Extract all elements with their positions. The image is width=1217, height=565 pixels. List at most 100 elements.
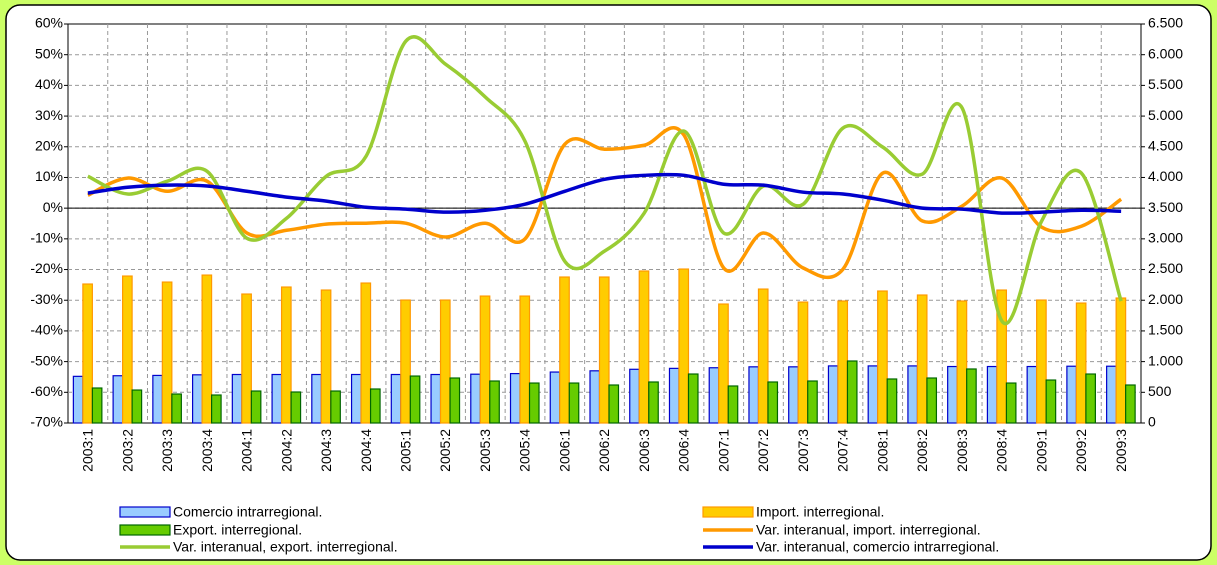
bar — [439, 299, 451, 424]
bar — [986, 365, 998, 424]
y-tick-label: 40% — [35, 76, 63, 92]
x-tick-label: 2004:2 — [278, 429, 294, 472]
x-tick-label: 2005:1 — [397, 429, 413, 472]
y-tick-label: -10% — [30, 230, 63, 246]
bar — [708, 367, 720, 424]
y2-tick-label: 2.000 — [1148, 291, 1183, 307]
bar — [718, 303, 729, 424]
bar — [250, 390, 262, 424]
bar — [608, 384, 620, 424]
legend-swatch — [119, 524, 171, 536]
bar — [470, 373, 481, 424]
bar — [907, 365, 919, 424]
x-tick-label: 2004:1 — [239, 429, 255, 472]
line — [87, 172, 1122, 215]
bar — [509, 372, 521, 424]
y-tick-label: -20% — [30, 260, 63, 276]
x-tick-label: 2004:3 — [318, 429, 334, 472]
legend-swatch — [702, 506, 754, 518]
bar — [1036, 299, 1047, 424]
x-tick-label: 2003:1 — [80, 429, 96, 472]
bar — [757, 288, 769, 424]
bar — [241, 293, 252, 424]
bar — [360, 282, 372, 424]
bar — [966, 368, 977, 424]
y-tick-label: 30% — [35, 107, 63, 123]
bar — [449, 377, 461, 424]
bar — [1066, 365, 1077, 424]
bar — [748, 366, 760, 424]
x-tick-label: 2006:4 — [676, 429, 692, 472]
bar — [1026, 365, 1038, 424]
y2-tick-label: 3.000 — [1148, 230, 1183, 246]
bar — [589, 370, 601, 424]
legend-swatch — [119, 506, 171, 518]
x-tick-label: 2008:2 — [914, 429, 930, 472]
x-tick-label: 2005:4 — [517, 429, 533, 472]
y2-tick-label: 6.500 — [1148, 15, 1183, 31]
legend-label: Var. interanual, export. interregional. — [173, 539, 398, 555]
bar — [846, 360, 858, 424]
y2-tick-label: 2.500 — [1148, 260, 1183, 276]
x-tick-label: 2005:2 — [437, 429, 453, 472]
bar — [91, 387, 103, 424]
bar — [290, 391, 302, 424]
bar — [430, 373, 442, 424]
bar — [72, 375, 84, 424]
bar — [767, 381, 779, 424]
y2-tick-label: 5.500 — [1148, 76, 1183, 92]
bar — [877, 290, 888, 424]
y-tick-label: -50% — [30, 352, 63, 368]
x-tick-label: 2009:2 — [1073, 429, 1089, 472]
y-tick-label: 10% — [35, 168, 63, 184]
legend-label: Var. interanual, comercio intrarregional… — [756, 539, 999, 555]
x-tick-label: 2003:4 — [199, 429, 215, 472]
bar — [598, 276, 610, 424]
bar — [956, 300, 968, 424]
x-tick-label: 2007:4 — [835, 429, 851, 472]
y-tick-label: 0% — [43, 199, 63, 215]
legend-label: Comercio intrarregional. — [173, 504, 322, 520]
bar — [161, 281, 173, 424]
bar — [687, 373, 699, 424]
x-tick-label: 2007:1 — [715, 429, 731, 472]
bar — [1005, 382, 1017, 424]
x-tick-label: 2008:1 — [874, 429, 890, 472]
bar — [1115, 297, 1127, 424]
bar — [489, 380, 500, 424]
bar — [797, 301, 809, 424]
bar — [479, 295, 491, 424]
x-tick-label: 2005:3 — [477, 429, 493, 472]
legend-label: Import. interregional. — [756, 504, 884, 520]
y2-tick-label: 0 — [1148, 414, 1156, 430]
x-tick-label: 2008:3 — [954, 429, 970, 472]
bar — [668, 367, 680, 424]
bar — [519, 295, 531, 424]
bar — [210, 394, 222, 424]
bar — [390, 373, 402, 424]
y2-tick-label: 500 — [1148, 383, 1172, 399]
y2-tick-label: 3.500 — [1148, 199, 1183, 215]
bar — [409, 375, 421, 424]
x-tick-label: 2006:1 — [556, 429, 572, 472]
bar — [528, 382, 540, 424]
bar — [369, 388, 381, 424]
bar — [112, 375, 124, 424]
bar — [727, 385, 739, 424]
x-tick-label: 2003:2 — [119, 429, 135, 472]
bar — [568, 382, 580, 424]
bar — [320, 289, 332, 424]
y2-tick-label: 5.000 — [1148, 107, 1183, 123]
bar — [1125, 384, 1136, 424]
bar — [1085, 373, 1096, 424]
y-tick-label: -30% — [30, 291, 63, 307]
legend-label: Var. interanual, import. interregional. — [756, 522, 981, 538]
bar — [1106, 365, 1117, 424]
bar — [201, 274, 213, 424]
bar — [638, 270, 650, 424]
x-tick-label: 2004:4 — [358, 429, 374, 472]
bar — [152, 374, 163, 424]
bar — [122, 275, 133, 424]
y-tick-label: -40% — [30, 322, 63, 338]
line — [87, 35, 1123, 326]
